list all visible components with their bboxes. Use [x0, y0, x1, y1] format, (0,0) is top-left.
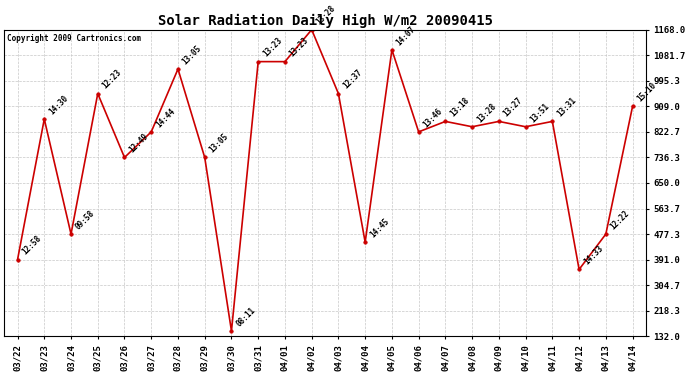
Text: 13:05: 13:05: [181, 44, 204, 66]
Text: 12:23: 12:23: [101, 68, 124, 91]
Text: Copyright 2009 Cartronics.com: Copyright 2009 Cartronics.com: [8, 34, 141, 43]
Text: 13:51: 13:51: [529, 101, 551, 124]
Title: Solar Radiation Daily High W/m2 20090415: Solar Radiation Daily High W/m2 20090415: [157, 14, 493, 28]
Text: 13:27: 13:27: [502, 96, 524, 118]
Text: 14:30: 14:30: [47, 93, 70, 116]
Text: 13:31: 13:31: [555, 96, 578, 118]
Text: 13:05: 13:05: [208, 132, 230, 154]
Text: 14:45: 14:45: [368, 217, 391, 239]
Text: 13:23: 13:23: [288, 36, 310, 59]
Text: 13:28: 13:28: [315, 4, 337, 27]
Text: 13:18: 13:18: [448, 96, 471, 118]
Text: 15:10: 15:10: [635, 81, 658, 104]
Text: 14:44: 14:44: [154, 106, 177, 129]
Text: 12:58: 12:58: [20, 234, 43, 257]
Text: 14:07: 14:07: [395, 24, 417, 47]
Text: 12:22: 12:22: [609, 209, 631, 231]
Text: 13:46: 13:46: [422, 106, 444, 129]
Text: 14:33: 14:33: [582, 244, 604, 267]
Text: 13:23: 13:23: [261, 36, 284, 59]
Text: 12:37: 12:37: [341, 68, 364, 91]
Text: 13:28: 13:28: [475, 101, 497, 124]
Text: 09:58: 09:58: [74, 209, 97, 231]
Text: 08:11: 08:11: [234, 306, 257, 328]
Text: 12:49: 12:49: [127, 132, 150, 154]
